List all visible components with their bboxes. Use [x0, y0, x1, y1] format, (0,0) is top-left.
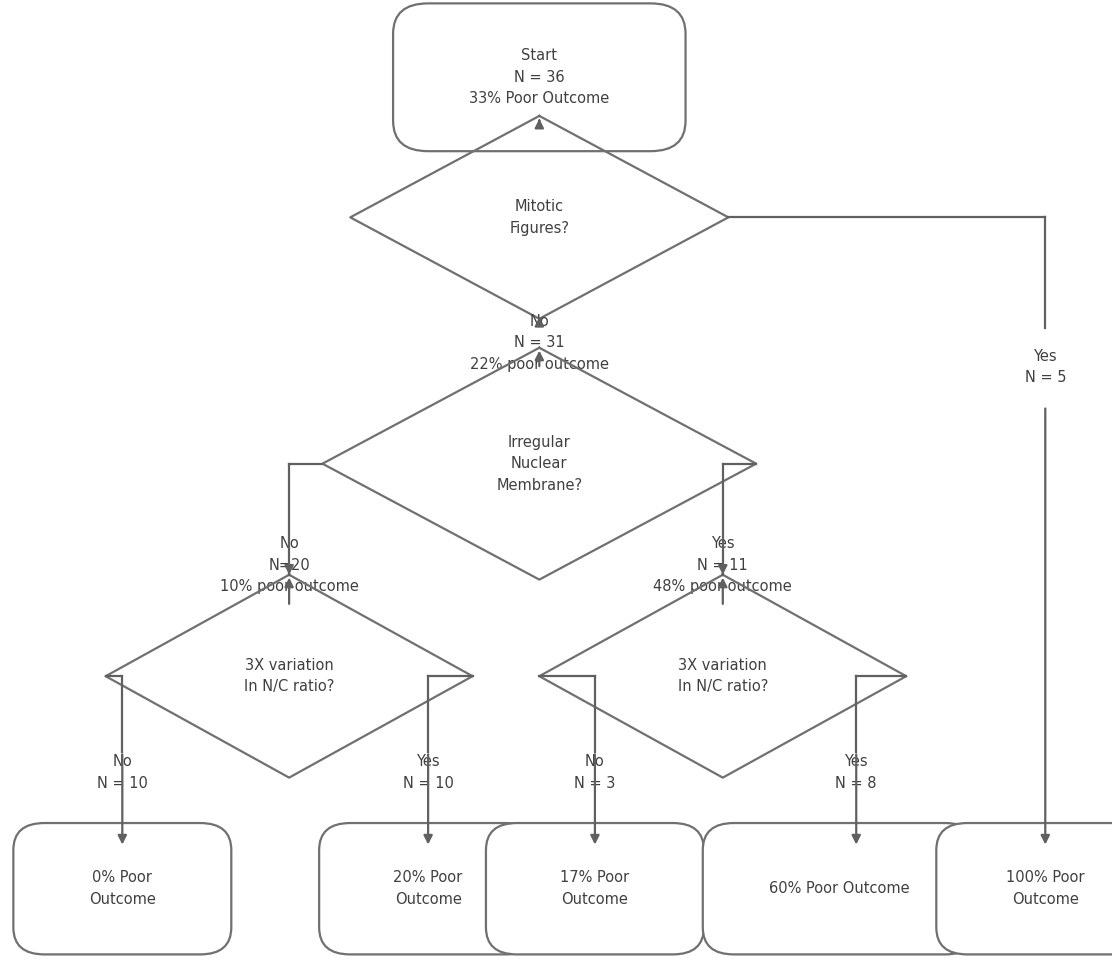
Text: Start
N = 36
33% Poor Outcome: Start N = 36 33% Poor Outcome	[469, 48, 609, 106]
Text: No
N = 31
22% poor outcome: No N = 31 22% poor outcome	[469, 314, 609, 372]
FancyBboxPatch shape	[486, 823, 704, 954]
Text: Yes
N = 11
48% poor outcome: Yes N = 11 48% poor outcome	[654, 536, 792, 594]
Text: 3X variation
In N/C ratio?: 3X variation In N/C ratio?	[244, 658, 335, 695]
Text: Yes
N = 10: Yes N = 10	[403, 754, 454, 791]
Text: 17% Poor
Outcome: 17% Poor Outcome	[560, 870, 629, 907]
Text: 3X variation
In N/C ratio?: 3X variation In N/C ratio?	[677, 658, 768, 695]
Text: No
N = 10: No N = 10	[97, 754, 148, 791]
Text: Yes
N = 5: Yes N = 5	[1024, 349, 1066, 385]
FancyBboxPatch shape	[13, 823, 231, 954]
Text: Irregular
Nuclear
Membrane?: Irregular Nuclear Membrane?	[496, 435, 583, 493]
FancyBboxPatch shape	[319, 823, 537, 954]
FancyBboxPatch shape	[703, 823, 976, 954]
Text: 0% Poor
Outcome: 0% Poor Outcome	[89, 870, 156, 907]
Text: Mitotic
Figures?: Mitotic Figures?	[509, 199, 569, 236]
FancyBboxPatch shape	[936, 823, 1112, 954]
Text: No
N=20
10% poor outcome: No N=20 10% poor outcome	[220, 536, 358, 594]
Text: 20% Poor
Outcome: 20% Poor Outcome	[394, 870, 463, 907]
Text: 100% Poor
Outcome: 100% Poor Outcome	[1006, 870, 1084, 907]
Text: No
N = 3: No N = 3	[574, 754, 616, 791]
Text: 60% Poor Outcome: 60% Poor Outcome	[770, 881, 910, 896]
Text: Yes
N = 8: Yes N = 8	[835, 754, 877, 791]
FancyBboxPatch shape	[394, 3, 685, 151]
